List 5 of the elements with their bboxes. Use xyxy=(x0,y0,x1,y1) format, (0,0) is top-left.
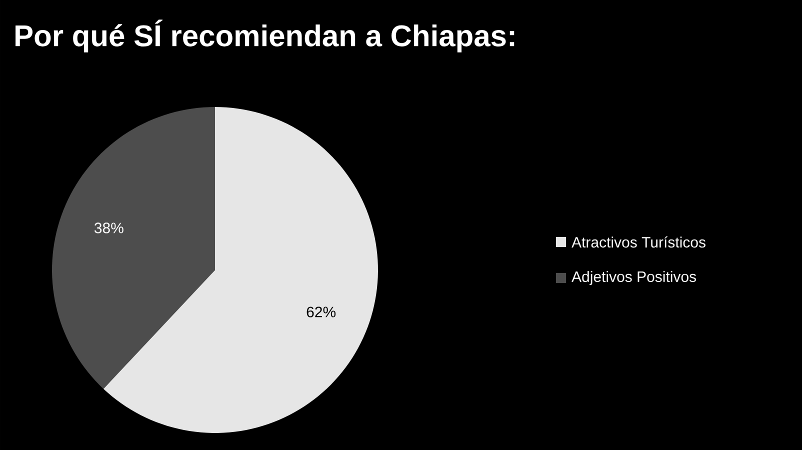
legend-label: Adjetivos Positivos xyxy=(572,271,696,285)
data-label: 38% xyxy=(94,222,124,234)
legend-label: Atractivos Turísticos xyxy=(572,236,706,248)
chart-title: Por qué SÍ recomiendan a Chiapas: xyxy=(16,20,514,52)
data-label: 62% xyxy=(306,306,336,318)
